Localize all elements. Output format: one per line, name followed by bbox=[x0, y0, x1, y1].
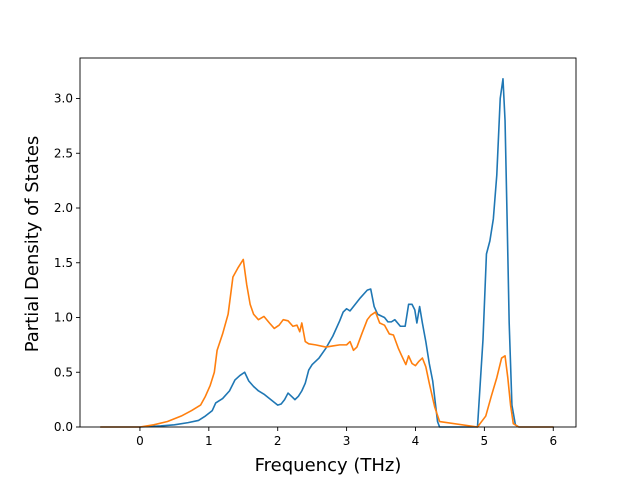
series-line-2 bbox=[99, 258, 555, 428]
x-tick-label: 1 bbox=[205, 434, 213, 448]
x-tick-label: 4 bbox=[412, 434, 420, 448]
x-tick-label: 0 bbox=[136, 434, 144, 448]
y-tick-label: 1.5 bbox=[54, 256, 73, 270]
axes-layer: 0 1 2 3 4 5 6 0.0 0.5 1.0 1.5 2.0 2.5 3.0 bbox=[54, 57, 577, 448]
y-tick-label: 2.5 bbox=[54, 146, 73, 160]
series-layer bbox=[99, 78, 555, 428]
x-tick-label: 6 bbox=[549, 434, 557, 448]
plot-frame bbox=[79, 57, 577, 428]
x-tick-label: 3 bbox=[343, 434, 351, 448]
x-axis-label: Frequency (THz) bbox=[255, 455, 402, 476]
series-line-1 bbox=[99, 78, 555, 428]
y-tick-label: 0.0 bbox=[54, 420, 73, 434]
x-tick-label: 5 bbox=[481, 434, 489, 448]
y-tick-label: 1.0 bbox=[54, 311, 73, 325]
x-tick-label: 2 bbox=[274, 434, 282, 448]
y-tick-label: 3.0 bbox=[54, 92, 73, 106]
y-tick-label: 2.0 bbox=[54, 201, 73, 215]
y-axis-label: Partial Density of States bbox=[22, 136, 43, 353]
y-tick-label: 0.5 bbox=[54, 365, 73, 379]
